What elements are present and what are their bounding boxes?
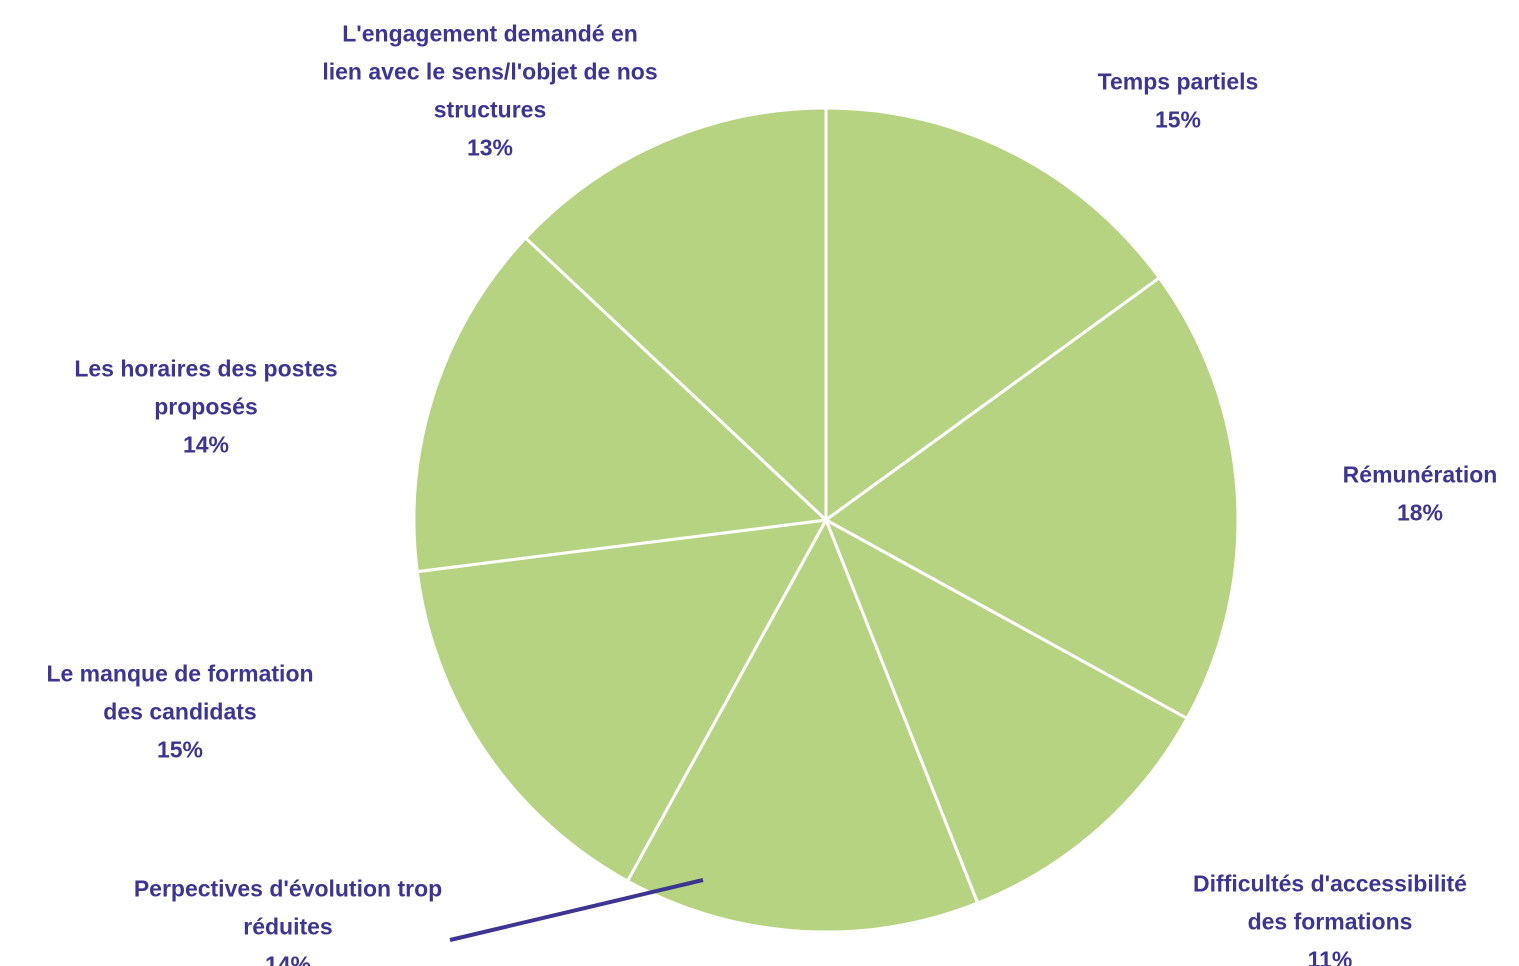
pie-slice (824, 106, 1162, 523)
leader-line (449, 878, 704, 942)
slice-value-label: 18% (1397, 500, 1443, 526)
slice-category-label: des formations (1248, 909, 1413, 935)
slice-category-label: réduites (243, 914, 332, 940)
slice-category-label: Perpectives d'évolution trop (134, 876, 442, 902)
slice-value-label: 15% (1155, 107, 1201, 133)
slice-label: L'engagement demandé en lien avec le sens… (322, 21, 657, 161)
slice-category-label: structures (434, 97, 546, 123)
slice-category-label: lien avec le sens/l'objet de nos (322, 59, 657, 85)
slice-category-label: Rémunération (1343, 462, 1498, 488)
slice-category-label: des candidats (103, 699, 256, 725)
slice-label: Rémunération 18% (1343, 462, 1498, 526)
slice-category-label: Temps partiels (1098, 69, 1259, 95)
pie-slice (415, 518, 829, 884)
slice-label: Les horaires des postes proposés 14% (74, 356, 337, 458)
slice-label: Difficultés d'accessibilité des formation… (1193, 871, 1467, 966)
slice-label: Perpectives d'évolution trop réduites 14% (134, 876, 442, 966)
slice-value-label: 14% (183, 432, 229, 458)
slice-category-label: L'engagement demandé en (342, 21, 638, 47)
slice-value-label: 14% (265, 952, 311, 966)
pie-slice (823, 275, 1240, 721)
slice-value-label: 11% (1308, 947, 1353, 966)
pie-slice (625, 516, 980, 934)
slice-label: Temps partiels 15% (1098, 69, 1259, 133)
slice-category-label: Le manque de formation (46, 661, 313, 687)
slice-category-label: proposés (154, 394, 258, 420)
pie-slices (412, 106, 1240, 934)
pie-slice (412, 235, 830, 574)
slice-value-label: 13% (467, 135, 513, 161)
pie-slice (823, 516, 1190, 906)
pie-slice (523, 106, 828, 524)
slice-category-label: Les horaires des postes (74, 356, 337, 382)
slice-labels: Temps partiels 15% Rémunération 18% Difficul… (46, 21, 1497, 966)
slice-label: Le manque de formation des candidats 15% (46, 661, 313, 763)
slice-value-label: 15% (157, 737, 203, 763)
slice-category-label: Difficultés d'accessibilité (1193, 871, 1467, 897)
